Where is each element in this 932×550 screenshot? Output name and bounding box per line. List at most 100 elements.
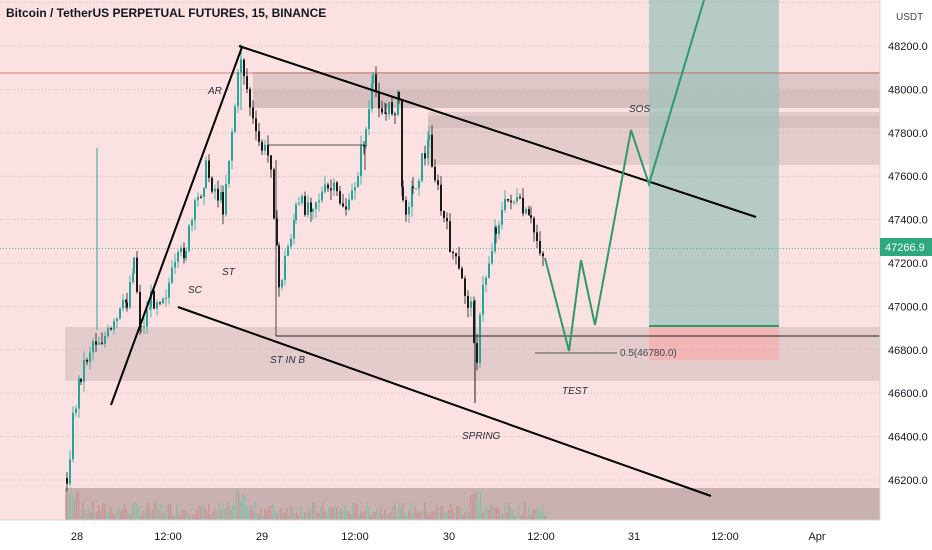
candle-body (333, 182, 335, 191)
volume-bar (370, 515, 372, 520)
volume-bar (156, 503, 158, 520)
volume-bar (170, 504, 172, 520)
volume-bar (348, 510, 350, 520)
candle-body (533, 218, 535, 233)
candle-body (113, 321, 115, 330)
candle-body (214, 188, 216, 192)
volume-bar (212, 511, 214, 520)
volume-bar (160, 504, 162, 520)
annotation-test: TEST (562, 386, 588, 397)
volume-bar (530, 514, 532, 520)
volume-bar (332, 507, 334, 520)
candle-body (159, 302, 161, 304)
candle-body (431, 134, 433, 167)
volume-bar (344, 505, 346, 520)
volume-bar (374, 511, 376, 520)
volume-bar (526, 515, 528, 520)
candle-body (342, 203, 344, 207)
volume-bar (236, 488, 238, 520)
volume-bar (398, 502, 400, 520)
candle-body (434, 166, 436, 181)
candle-body (519, 196, 521, 198)
candle-body (494, 227, 496, 252)
volume-bar (394, 503, 396, 520)
candle-body (424, 153, 426, 159)
candle-body (539, 240, 541, 254)
candle-body (443, 211, 445, 219)
volume-bar (522, 513, 524, 520)
volume-bar (470, 495, 472, 520)
candle-body (449, 221, 451, 252)
candle-body (180, 247, 182, 253)
annotation-layer: AR SC ST ST IN B SPRING SOS TEST 0.5(467… (188, 86, 677, 442)
candle-body (293, 220, 295, 239)
volume-bar (482, 512, 484, 520)
volume-bar (152, 509, 154, 520)
candle-body (536, 232, 538, 241)
volume-bar (390, 511, 392, 520)
x-tick-label: 12:00 (154, 531, 182, 543)
volume-bar (448, 509, 450, 520)
volume-bar (274, 510, 276, 520)
candle-body (365, 129, 367, 147)
volume-bar (498, 509, 500, 520)
axis-unit: USDT (896, 12, 923, 23)
volume-bar (76, 489, 78, 520)
candle-body (143, 326, 145, 328)
volume-bar (90, 512, 92, 520)
candle-body (312, 209, 314, 212)
candle-body (264, 144, 266, 151)
volume-bar (154, 502, 156, 520)
candle-body (80, 378, 82, 382)
candle-body (156, 302, 158, 309)
candle-body (205, 160, 207, 188)
candle-body (107, 328, 109, 336)
candle-body (488, 263, 490, 278)
annotation-ar: AR (207, 86, 222, 97)
volume-bar (452, 509, 454, 520)
volume-bar (382, 514, 384, 520)
volume-bar (248, 509, 250, 520)
volume-bar (480, 490, 482, 520)
volume-bar (318, 513, 320, 520)
volume-bar (358, 514, 360, 520)
volume-bar (484, 510, 486, 520)
volume-bar (408, 510, 410, 520)
volume-bar (352, 503, 354, 520)
candle-body (368, 109, 370, 130)
candle-body (354, 186, 356, 191)
volume-bar (68, 493, 70, 520)
volume-bar (132, 505, 134, 520)
candle-body (78, 378, 80, 409)
x-tick-label: 29 (256, 531, 268, 543)
annotation-sc: SC (188, 285, 203, 296)
volume-bar (214, 507, 216, 520)
volume-bar (88, 508, 90, 520)
candle-body (411, 186, 413, 207)
candle-body (220, 192, 222, 201)
volume-bar (458, 505, 460, 520)
candle-body (243, 59, 245, 77)
volume-bar (134, 502, 136, 520)
volume-bar (368, 507, 370, 520)
candle-body (530, 215, 532, 219)
candle-body (234, 106, 236, 132)
volume-bar (460, 509, 462, 520)
candle-body (542, 253, 544, 257)
x-tick-label: 12:00 (711, 531, 739, 543)
volume-bar (342, 510, 344, 520)
candle-body (321, 191, 323, 201)
volume-bar (108, 510, 110, 520)
volume-bar (198, 505, 200, 520)
candle-body (149, 307, 151, 310)
candle-body (381, 108, 383, 113)
volume-bar (276, 513, 278, 520)
volume-bar (86, 513, 88, 520)
candle-body (75, 408, 77, 413)
volume-bar (142, 510, 144, 520)
candle-body (482, 284, 484, 315)
candle-body (92, 341, 94, 353)
candle-body (69, 459, 71, 484)
volume-bar (192, 514, 194, 520)
